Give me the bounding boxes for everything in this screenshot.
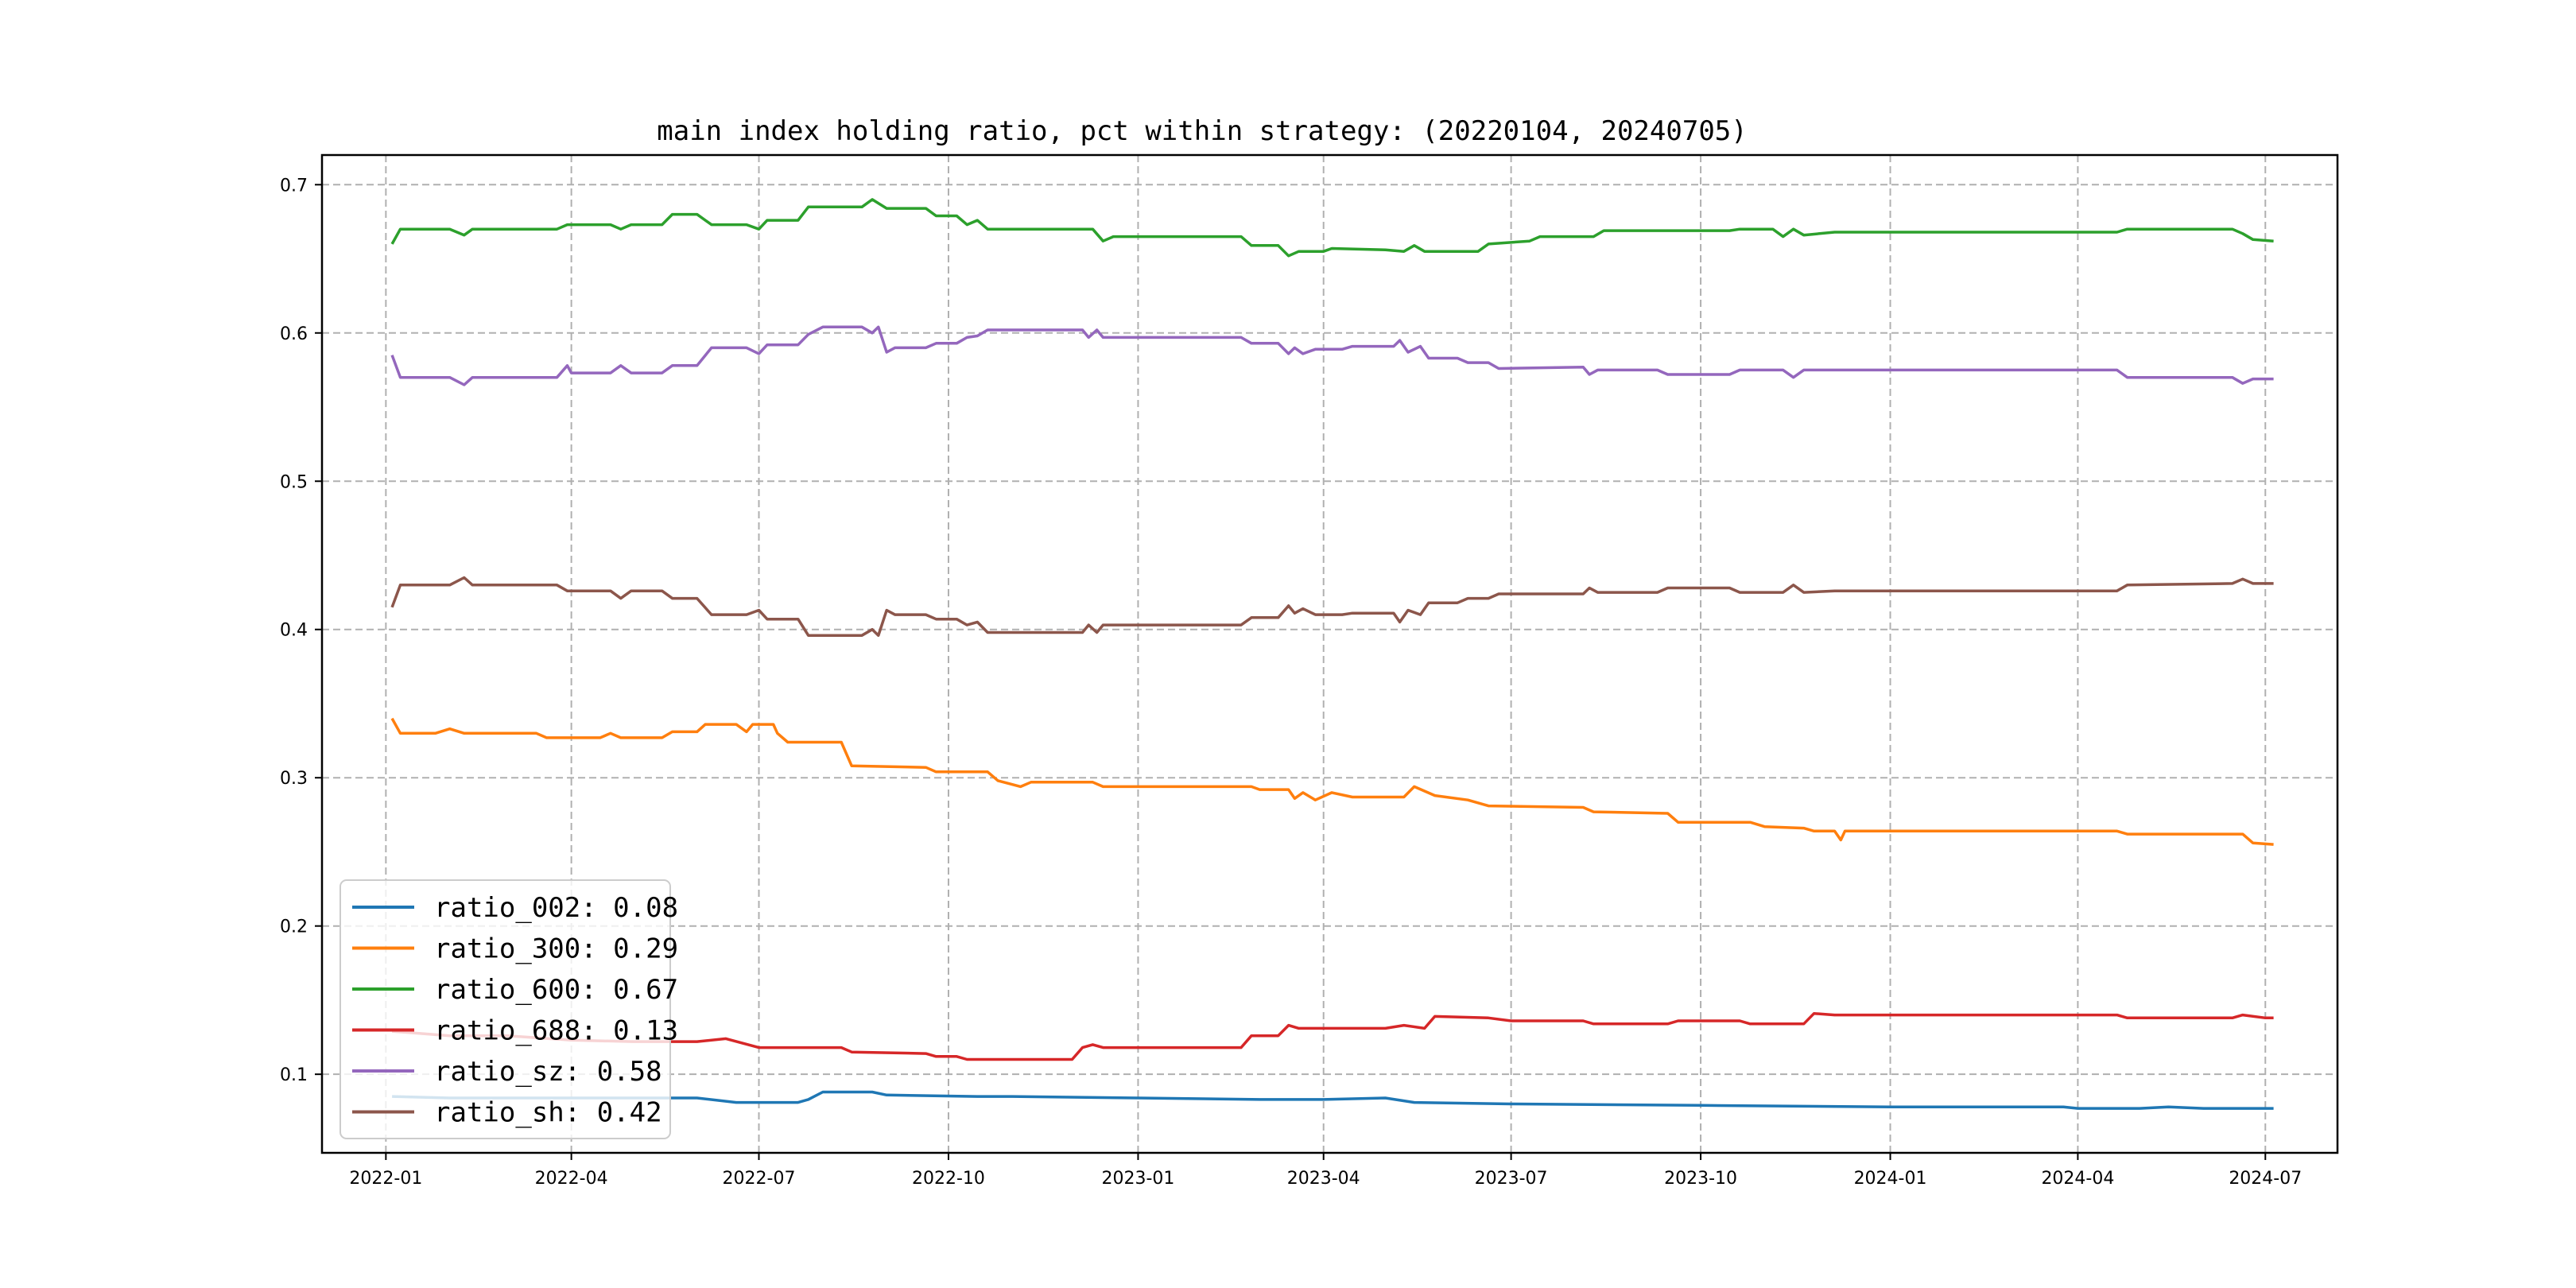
y-tick-label: 0.6 bbox=[280, 324, 308, 344]
y-tick-label: 0.3 bbox=[280, 769, 308, 789]
series-line-ratio-sz bbox=[390, 325, 2274, 386]
chart-title: main index holding ratio, pct within str… bbox=[657, 115, 1747, 147]
y-tick-label: 0.5 bbox=[280, 472, 308, 492]
series-line-ratio-688 bbox=[391, 1011, 2274, 1061]
y-tick-label: 0.7 bbox=[280, 176, 308, 196]
legend-label-ratio-600: ratio_600: 0.67 bbox=[434, 974, 678, 1006]
series-group bbox=[390, 198, 2274, 1110]
legend: ratio_002: 0.08 ratio_300: 0.29 ratio_600:… bbox=[339, 879, 678, 1139]
y-tick-label: 0.1 bbox=[280, 1065, 308, 1085]
legend-label-ratio-300: ratio_300: 0.29 bbox=[434, 933, 678, 965]
x-tick-label: 2022-01 bbox=[349, 1169, 422, 1189]
x-tick-label: 2024-01 bbox=[1854, 1169, 1927, 1189]
legend-label-ratio-688: ratio_688: 0.13 bbox=[434, 1015, 678, 1047]
x-tick-label: 2022-10 bbox=[912, 1169, 985, 1189]
legend-label-ratio-002: ratio_002: 0.08 bbox=[434, 892, 678, 924]
x-tick-label: 2023-07 bbox=[1475, 1169, 1548, 1189]
x-tick-label: 2022-07 bbox=[723, 1169, 796, 1189]
series-line-ratio-600 bbox=[390, 198, 2274, 258]
axis-ticks: 2022-01 2022-04 2022-07 2022-10 2023-01 2023-… bbox=[280, 176, 2302, 1189]
series-line-ratio-sh bbox=[390, 576, 2274, 637]
x-tick-label: 2023-04 bbox=[1287, 1169, 1360, 1189]
y-tick-label: 0.2 bbox=[280, 918, 308, 937]
legend-label-ratio-sz: ratio_sz: 0.58 bbox=[434, 1056, 662, 1088]
series-line-ratio-300 bbox=[390, 717, 2274, 846]
legend-label-ratio-sh: ratio_sh: 0.42 bbox=[434, 1097, 662, 1129]
y-tick-label: 0.4 bbox=[280, 621, 308, 641]
x-tick-label: 2023-01 bbox=[1101, 1169, 1174, 1189]
x-tick-label: 2023-10 bbox=[1664, 1169, 1737, 1189]
x-tick-label: 2022-04 bbox=[535, 1169, 608, 1189]
plot-frame bbox=[320, 153, 2339, 1154]
legend-box bbox=[339, 879, 671, 1139]
series-line-ratio-002 bbox=[392, 1090, 2274, 1110]
x-tick-label: 2024-04 bbox=[2041, 1169, 2114, 1189]
x-tick-label: 2024-07 bbox=[2229, 1169, 2302, 1189]
